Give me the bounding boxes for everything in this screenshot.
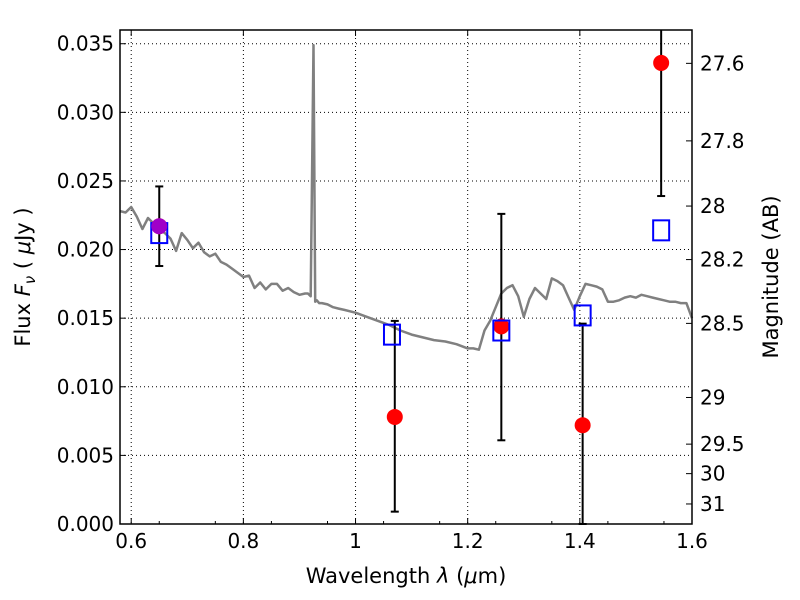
right-tick-label: 27.8 — [700, 129, 745, 153]
right-tick-label: 31 — [700, 492, 725, 516]
y-tick-label: 0.025 — [57, 169, 114, 193]
right-tick-label: 28.2 — [700, 248, 745, 272]
right-tick-label: 28 — [700, 194, 725, 218]
data-point — [574, 417, 591, 434]
axis-tick-labels: 0.6 0.8 1 1.2 1.4 1.6 0.000 0.005 0.010 0.015 0.02… — [57, 32, 745, 553]
x-tick-label: 1.4 — [564, 529, 596, 553]
right-axis-label: Magnitude (AB) — [759, 195, 783, 358]
data-point — [493, 318, 510, 335]
spectrum-line — [119, 43, 694, 351]
error-bars — [155, 30, 666, 525]
x-tick-label: 1.6 — [676, 529, 708, 553]
model-point — [573, 304, 592, 327]
plot-frame — [119, 29, 693, 525]
axis-ticks — [120, 30, 693, 525]
model-point — [652, 219, 671, 242]
model-spectrum — [119, 43, 694, 351]
right-tick-label: 27.6 — [700, 51, 745, 75]
y-axis-label: Flux Fν ( μJy ) — [11, 207, 39, 346]
data-point — [653, 54, 670, 71]
y-tick-label: 0.035 — [57, 32, 114, 56]
y-tick-label: 0.015 — [57, 306, 114, 330]
x-tick-label: 1 — [349, 529, 362, 553]
y-tick-label: 0.020 — [57, 238, 114, 262]
right-tick-label: 29.5 — [700, 432, 745, 456]
y-tick-label: 0.010 — [57, 375, 114, 399]
x-tick-label: 1.2 — [452, 529, 484, 553]
right-tick-label: 30 — [700, 462, 725, 486]
x-tick-label: 0.8 — [227, 529, 259, 553]
x-axis-label: Wavelength λ (μm) — [306, 564, 507, 588]
right-tick-label: 28.5 — [700, 311, 745, 335]
right-tick-label: 29 — [700, 385, 725, 409]
data-markers — [150, 54, 671, 434]
x-tick-label: 0.6 — [115, 529, 147, 553]
data-point — [386, 408, 403, 425]
grid-lines — [120, 30, 693, 525]
model-point — [382, 323, 401, 346]
y-tick-label: 0.000 — [57, 512, 114, 536]
data-point — [151, 218, 168, 235]
model-point — [492, 319, 511, 342]
y-tick-label: 0.030 — [57, 100, 114, 124]
y-tick-label: 0.005 — [57, 443, 114, 467]
